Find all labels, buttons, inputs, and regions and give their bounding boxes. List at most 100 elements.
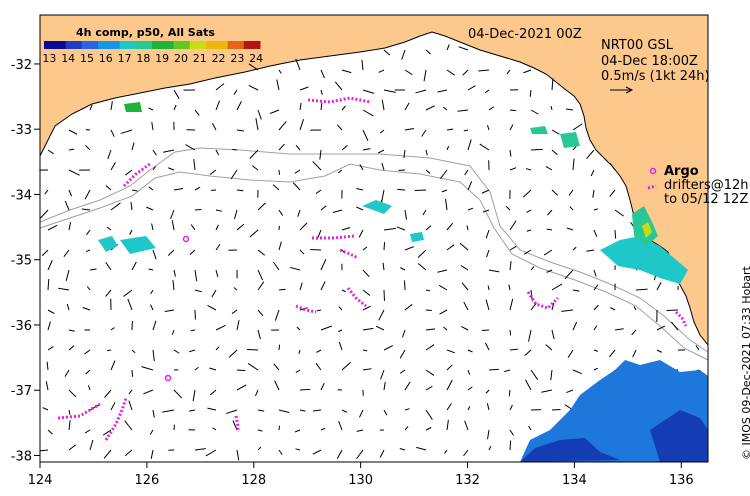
current-arrow xyxy=(81,208,91,211)
current-arrow xyxy=(482,209,490,213)
current-arrow xyxy=(425,105,435,111)
current-arrow xyxy=(551,78,554,91)
current-arrow xyxy=(150,304,154,311)
current-arrow xyxy=(610,307,616,311)
current-arrow xyxy=(446,419,449,431)
current-arrow xyxy=(312,161,322,171)
current-arrow xyxy=(341,144,348,151)
current-arrow xyxy=(257,309,264,317)
current-arrow xyxy=(47,346,54,351)
lat-label: -33 xyxy=(11,123,32,138)
current-arrow xyxy=(257,269,264,281)
current-arrow xyxy=(404,102,410,111)
current-arrow xyxy=(297,209,301,217)
current-arrow xyxy=(299,249,305,255)
current-arrow xyxy=(215,269,219,277)
current-arrow xyxy=(173,269,176,277)
colorbar-segment xyxy=(54,41,61,49)
current-arrow xyxy=(362,89,375,94)
current-arrow xyxy=(530,302,537,311)
drifter-legend-marker xyxy=(647,184,657,190)
current-arrow xyxy=(586,149,595,160)
current-arrow xyxy=(526,229,532,232)
current-arrow xyxy=(508,389,511,397)
current-arrow xyxy=(362,109,374,117)
current-arrow xyxy=(446,69,455,76)
colorbar-segment xyxy=(211,41,218,49)
current-arrow xyxy=(383,381,386,391)
current-arrow xyxy=(509,298,514,311)
current-arrow xyxy=(381,99,385,111)
current-arrow xyxy=(437,89,448,93)
current-arrow xyxy=(107,149,112,160)
current-arrow xyxy=(131,369,134,377)
colorbar-segment xyxy=(135,41,142,49)
colorbar-tick: 20 xyxy=(173,52,188,65)
current-arrow xyxy=(564,269,574,280)
depth-contour xyxy=(39,147,709,353)
current-arrow xyxy=(356,187,364,191)
current-arrow xyxy=(151,121,154,131)
current-arrow xyxy=(632,349,637,358)
current-arrow xyxy=(593,284,599,291)
current-arrow xyxy=(509,167,517,171)
current-arrow xyxy=(295,369,301,373)
current-arrow xyxy=(425,409,433,420)
current-arrow xyxy=(439,169,448,179)
current-arrow xyxy=(85,249,91,253)
current-arrow xyxy=(104,389,112,398)
lon-label: 130 xyxy=(348,473,373,488)
current-arrow xyxy=(417,263,427,271)
current-arrow xyxy=(292,182,301,191)
current-arrow xyxy=(485,389,490,394)
current-arrow xyxy=(236,101,242,111)
current-arrow xyxy=(193,158,196,171)
current-arrow xyxy=(341,289,347,293)
current-arrow xyxy=(236,449,240,461)
current-arrow xyxy=(255,118,259,131)
colorbar-segment xyxy=(141,41,148,49)
current-arrow xyxy=(192,389,196,402)
current-arrow xyxy=(316,309,322,312)
current-arrow xyxy=(124,420,133,431)
current-arrow xyxy=(58,287,70,291)
current-arrow xyxy=(215,83,225,91)
current-arrow xyxy=(593,208,598,211)
current-arrow xyxy=(320,325,333,331)
colorbar-segment xyxy=(162,41,169,49)
current-arrow xyxy=(593,229,598,237)
current-arrow xyxy=(148,268,154,271)
current-arrow xyxy=(299,119,304,131)
colorbar-tick: 22 xyxy=(211,52,226,65)
current-arrow xyxy=(228,349,238,358)
current-arrow xyxy=(425,427,432,431)
current-arrow xyxy=(505,206,511,211)
current-arrow xyxy=(320,205,327,211)
sst-patch-green xyxy=(560,132,580,148)
current-arrow xyxy=(312,409,322,412)
colorbar-tick: 21 xyxy=(192,52,207,65)
argo-label: Argo xyxy=(664,164,699,179)
current-arrow xyxy=(572,369,583,375)
argo-legend-marker xyxy=(649,167,657,175)
current-arrow xyxy=(190,329,196,332)
current-arrow xyxy=(248,85,259,91)
current-arrow xyxy=(425,385,433,391)
current-arrow xyxy=(445,198,448,211)
colorbar-segment xyxy=(87,41,94,49)
current-arrow xyxy=(356,449,364,460)
colorbar-segment xyxy=(71,41,77,49)
current-arrow xyxy=(65,269,70,281)
current-arrow xyxy=(110,101,113,111)
colorbar-segment xyxy=(76,41,83,49)
current-arrow xyxy=(105,289,112,297)
current-arrow xyxy=(524,349,532,357)
current-arrow xyxy=(464,420,469,431)
current-arrow xyxy=(212,123,217,131)
current-arrow xyxy=(278,69,282,74)
drifters-to-label: to 05/12 12Z xyxy=(664,192,748,207)
argo-float xyxy=(164,374,172,382)
current-arrow xyxy=(257,109,262,120)
colorbar-segment xyxy=(168,41,175,49)
